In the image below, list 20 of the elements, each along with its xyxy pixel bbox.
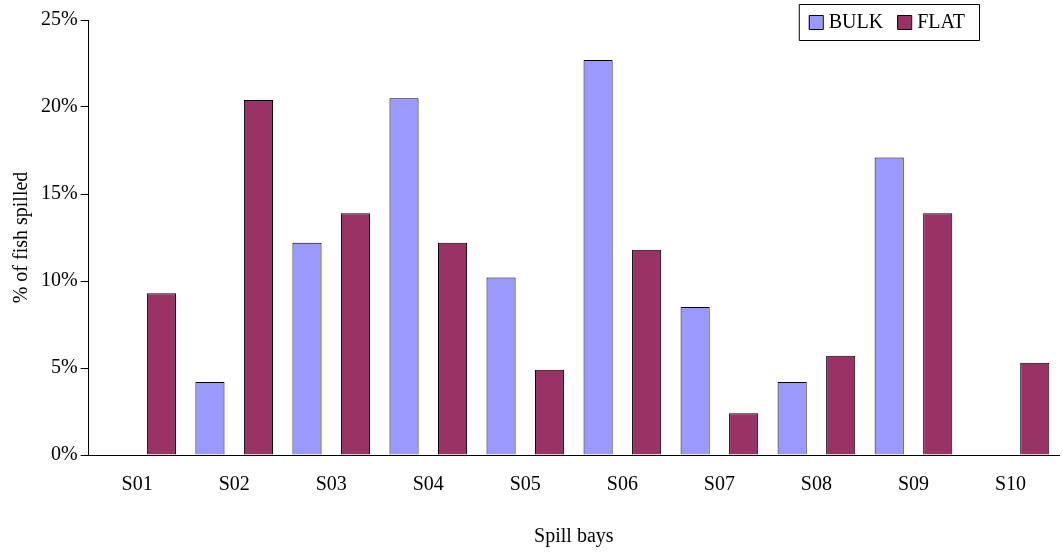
y-tick-label: 20% [40, 94, 78, 117]
x-axis-title: Spill bays [534, 524, 614, 548]
y-tick-label: 25% [40, 7, 78, 30]
x-tick-label: S08 [800, 472, 832, 495]
x-tick-label: S10 [994, 472, 1027, 495]
x-tick-label: S09 [897, 472, 930, 495]
x-tick-label: S07 [703, 472, 735, 495]
x-tick-label: S05 [509, 472, 541, 495]
y-tick-label: 15% [40, 181, 78, 204]
x-tick-label: S02 [218, 472, 250, 495]
x-tick-label: S03 [315, 472, 347, 495]
y-tick-label: 10% [40, 268, 78, 291]
x-tick-label: S01 [121, 472, 153, 495]
x-tick-label: S06 [606, 472, 638, 495]
legend-label: BULK [828, 10, 884, 33]
y-tick-label: 5% [50, 355, 78, 378]
y-tick-label: 0% [50, 442, 78, 465]
y-axis-title: % of fish spilled [9, 171, 33, 304]
legend-label: FLAT [917, 10, 966, 33]
x-tick-label: S04 [412, 472, 444, 495]
